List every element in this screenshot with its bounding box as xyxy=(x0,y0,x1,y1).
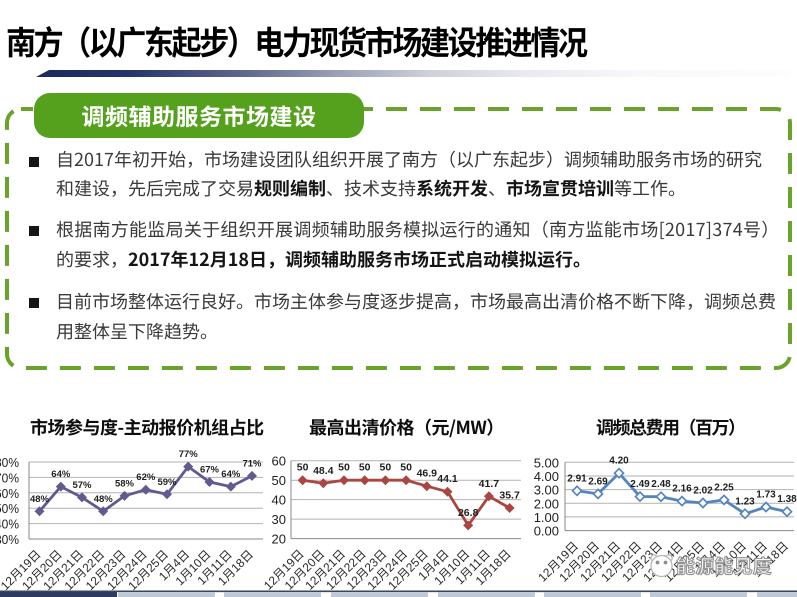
svg-text:50: 50 xyxy=(400,462,412,474)
svg-text:能源能见度: 能源能见度 xyxy=(676,552,772,579)
svg-text:50%: 50% xyxy=(0,501,19,516)
svg-text:1.23: 1.23 xyxy=(735,496,755,507)
svg-text:40: 40 xyxy=(272,493,286,508)
svg-text:4.20: 4.20 xyxy=(609,456,629,467)
svg-text:3.00: 3.00 xyxy=(534,483,559,498)
svg-text:30%: 30% xyxy=(0,532,19,547)
svg-text:48%: 48% xyxy=(30,494,50,505)
svg-text:58%: 58% xyxy=(115,478,135,489)
svg-text:0.00: 0.00 xyxy=(534,524,559,539)
svg-text:1.73: 1.73 xyxy=(756,490,776,501)
svg-text:2.69: 2.69 xyxy=(588,476,608,487)
svg-text:60: 60 xyxy=(272,454,286,469)
svg-text:50: 50 xyxy=(338,462,350,474)
svg-text:4.00: 4.00 xyxy=(534,469,559,484)
svg-text:41.7: 41.7 xyxy=(479,478,500,490)
svg-text:20: 20 xyxy=(272,532,286,547)
svg-text:2.91: 2.91 xyxy=(567,473,587,484)
svg-text:1.38: 1.38 xyxy=(777,494,797,505)
svg-text:59%: 59% xyxy=(157,477,177,488)
svg-text:2.00: 2.00 xyxy=(534,496,559,511)
svg-text:67%: 67% xyxy=(200,465,220,476)
svg-text:2.02: 2.02 xyxy=(693,486,713,497)
svg-text:48.4: 48.4 xyxy=(313,465,334,477)
svg-text:60%: 60% xyxy=(0,486,19,501)
svg-text:80%: 80% xyxy=(0,455,19,470)
svg-text:50: 50 xyxy=(380,462,392,474)
svg-text:40%: 40% xyxy=(0,517,19,532)
svg-text:5.00: 5.00 xyxy=(534,455,559,470)
svg-text:26.8: 26.8 xyxy=(458,507,479,519)
svg-text:50: 50 xyxy=(272,473,286,488)
svg-text:70%: 70% xyxy=(0,470,19,485)
svg-text:48%: 48% xyxy=(94,494,114,505)
svg-text:50: 50 xyxy=(359,462,371,474)
svg-text:2.49: 2.49 xyxy=(630,479,650,490)
svg-text:77%: 77% xyxy=(179,449,199,460)
svg-text:2.25: 2.25 xyxy=(714,482,734,493)
svg-text:50: 50 xyxy=(297,462,309,474)
svg-text:46.9: 46.9 xyxy=(417,468,438,480)
svg-text:64%: 64% xyxy=(51,469,71,480)
svg-text:64%: 64% xyxy=(221,469,241,480)
svg-text:71%: 71% xyxy=(242,458,262,469)
svg-text:1.00: 1.00 xyxy=(534,510,559,525)
svg-text:57%: 57% xyxy=(72,480,92,491)
svg-text:30: 30 xyxy=(272,512,286,527)
svg-text:35.7: 35.7 xyxy=(499,490,520,502)
svg-text:2.48: 2.48 xyxy=(651,479,671,490)
svg-text:2.16: 2.16 xyxy=(672,484,692,495)
svg-text:62%: 62% xyxy=(136,472,156,483)
svg-text:44.1: 44.1 xyxy=(437,473,458,485)
